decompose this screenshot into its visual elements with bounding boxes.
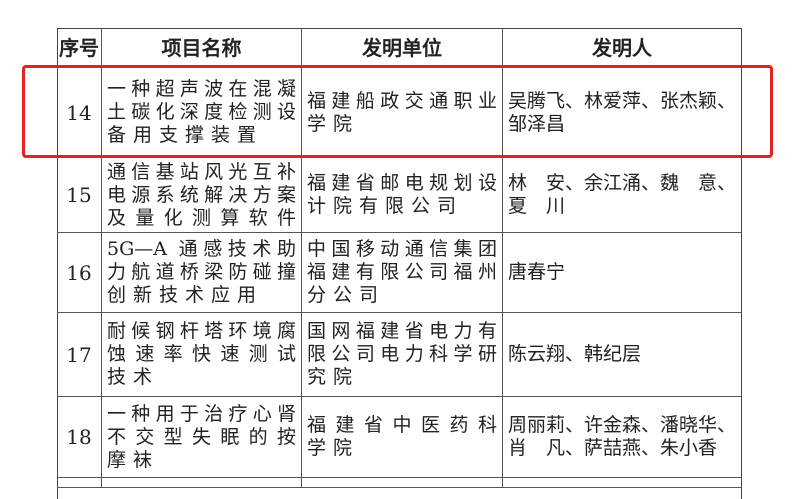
unit-line: 学院 [307, 112, 360, 135]
header-project-name: 项目名称 [102, 28, 302, 65]
row-number-text: 15 [66, 183, 92, 207]
project-name-line: 力航道桥梁防碰撞 [107, 261, 296, 283]
inventors-cell: 吴腾飞、林爱萍、张杰颖、 邹泽昌 [503, 68, 741, 157]
row-number-text: 16 [66, 260, 92, 285]
unit-line: 福建省邮电规划设 [307, 172, 497, 194]
row-number: 16 [57, 233, 102, 312]
project-name-cell: 5G—A 通感技术助 力航道桥梁防碰撞 创新技术应用 [102, 233, 302, 312]
inventors-cell: 周丽莉、许金森、潘晓华、肖 凡、萨喆燕、朱小香 [503, 397, 741, 477]
inventors-line: 林 安、余江涌、魏 意、 [508, 172, 737, 194]
inventors-line: 唐春宁 [508, 261, 566, 283]
empty-cell [102, 478, 302, 487]
unit-cell: 中国移动通信集团 福建有限公司福州 分公司 [302, 233, 503, 312]
row-number-text: 14 [66, 100, 92, 125]
table-row: 14 一种超声波在混凝 土碳化深度检测设 备用支撑装置 福建船政交通职业 学院 吴腾飞、林爱… [57, 68, 741, 158]
unit-cell: 福建省邮电规划设 计院有限公司 [302, 158, 503, 232]
table-row: 15 通信基站风光互补 电源系统解决方案 及量化测算软件 福建省邮电规划设 计院有限公司林… [57, 158, 741, 233]
project-name-line: 创新技术应用 [107, 284, 264, 306]
invention-table [57, 28, 742, 499]
table-row: 18 一种用于治疗心肾 不交型失眠的按 摩袜 福建省中医药科 学院 周丽莉、许金森、潘晓华、… [57, 397, 741, 478]
row-number-text: 18 [66, 425, 92, 449]
table-row [57, 478, 741, 488]
empty-cell [57, 478, 102, 487]
unit-line: 福建有限公司福州 [307, 261, 497, 283]
project-name-line: 一种用于治疗心肾 [107, 402, 296, 425]
unit-line: 福建省中医药科 [307, 414, 497, 436]
row-number: 15 [57, 158, 102, 232]
table-row: 16 5G—A 通感技术助 力航道桥梁防碰撞 创新技术应用 中国移动通信集团 福建有限公司… [57, 233, 741, 313]
project-name-line: 耐候钢杆塔环境腐 [107, 320, 296, 342]
row-number-text: 17 [66, 342, 92, 367]
header-no: 序号 [57, 28, 102, 65]
project-name-line: 电源系统解决方案 [107, 183, 296, 206]
table-row: 17 耐候钢杆塔环境腐 蚀速率快速测试 技术 国网福建省电力有 限公司电力科学研 究院 陈云翔… [57, 313, 741, 397]
table-header: 序号 项目名称 发明单位 发明人 [57, 28, 741, 66]
row-number: 18 [57, 397, 102, 477]
project-name-line: 土碳化深度检测设 [107, 101, 296, 123]
inventors-cell: 唐春宁 [503, 233, 741, 312]
unit-line: 究院 [307, 366, 360, 388]
inventors-line: 周丽莉、许金森、潘晓华、 [508, 414, 737, 436]
empty-cell [302, 478, 503, 487]
project-name-line: 不交型失眠的按 [107, 425, 296, 448]
unit-cell: 福建省中医药科 学院 [302, 397, 503, 477]
project-name-line: 蚀速率快速测试 [107, 343, 296, 365]
project-name-cell: 一种超声波在混凝 土碳化深度检测设 备用支撑装置 [102, 68, 302, 157]
unit-line: 计院有限公司 [307, 195, 464, 217]
unit-line: 国网福建省电力有 [307, 320, 497, 342]
empty-cell [503, 478, 741, 487]
project-name-line: 技术 [107, 366, 160, 388]
unit-line: 中国移动通信集团 [307, 238, 497, 260]
project-name-line: 摩袜 [107, 448, 160, 471]
inventors-line: 邹泽昌 [508, 112, 566, 135]
inventors-line: 肖 凡、萨喆燕、朱小香 [508, 437, 718, 459]
project-name-cell: 通信基站风光互补 电源系统解决方案 及量化测算软件 [102, 158, 302, 232]
inventors-line: 夏 川 [508, 195, 566, 217]
inventors-line: 吴腾飞、林爱萍、张杰颖、 [508, 89, 737, 112]
unit-cell: 国网福建省电力有 限公司电力科学研 究院 [302, 313, 503, 396]
project-name-line: 5G—A 通感技术助 [107, 238, 296, 260]
unit-cell: 福建船政交通职业 学院 [302, 68, 503, 157]
unit-line: 福建船政交通职业 [307, 89, 497, 112]
header-inventors: 发明人 [592, 36, 652, 60]
unit-line: 学院 [307, 437, 360, 459]
project-name-line: 一种超声波在混凝 [107, 78, 296, 100]
project-name-cell: 耐候钢杆塔环境腐 蚀速率快速测试 技术 [102, 313, 302, 396]
project-name-line: 及量化测算软件 [107, 206, 296, 229]
highlight-box [22, 65, 773, 158]
inventors-cell: 林 安、余江涌、魏 意、夏 川 [503, 158, 741, 232]
row-number: 14 [57, 68, 102, 157]
inventors-cell: 陈云翔、韩纪层 [503, 313, 741, 396]
project-name-line: 备用支撑装置 [107, 124, 264, 146]
header-unit: 发明单位 [302, 28, 503, 65]
unit-line: 分公司 [307, 284, 386, 306]
row-number: 17 [57, 313, 102, 396]
project-name-line: 通信基站风光互补 [107, 160, 296, 183]
inventors-line: 陈云翔、韩纪层 [508, 343, 642, 365]
project-name-cell: 一种用于治疗心肾 不交型失眠的按 摩袜 [102, 397, 302, 477]
unit-line: 限公司电力科学研 [307, 343, 497, 365]
